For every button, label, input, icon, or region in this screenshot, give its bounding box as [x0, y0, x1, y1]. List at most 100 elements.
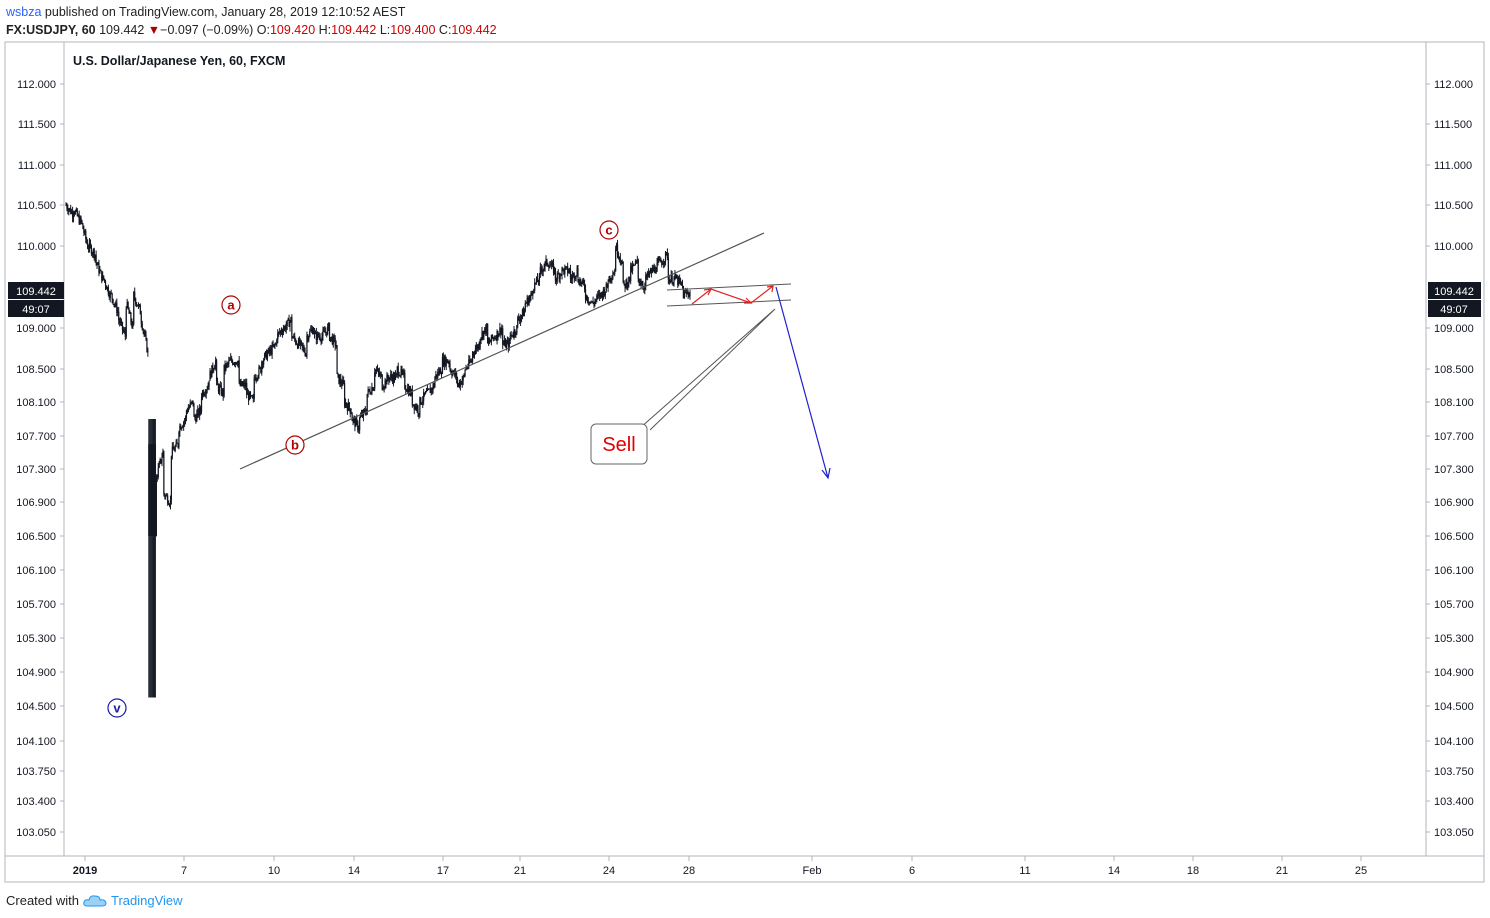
candle-body	[673, 277, 675, 283]
publisher-link[interactable]: wsbza	[6, 5, 42, 19]
candle-body	[315, 332, 317, 341]
channel-upper-line[interactable]	[666, 283, 792, 291]
candle-body	[656, 262, 658, 272]
y-tick-label-right: 111.000	[1434, 160, 1472, 172]
sell-callout[interactable]: Sell	[590, 308, 776, 465]
candle-body	[93, 249, 95, 258]
candle-body	[94, 254, 96, 258]
candle-body	[215, 360, 218, 382]
candle-body	[672, 282, 674, 284]
candle-body	[260, 367, 262, 373]
y-tick-label-left: 107.300	[16, 464, 56, 476]
candle-body	[186, 410, 189, 412]
candle-body	[163, 451, 165, 495]
candle-body	[593, 303, 595, 305]
candle-body	[455, 372, 458, 379]
candle-body	[503, 344, 505, 346]
trendline[interactable]	[239, 232, 765, 470]
candle-body	[382, 388, 384, 390]
candle-body	[480, 337, 482, 340]
candle-body	[303, 347, 305, 352]
candle-body	[134, 291, 136, 299]
candle-body	[203, 394, 205, 396]
candle-body	[357, 421, 359, 430]
candle-body	[397, 366, 399, 375]
candle-body	[438, 371, 440, 374]
candle-body	[669, 279, 671, 284]
candle-body	[547, 264, 549, 266]
candle-body	[179, 425, 181, 433]
candle-body	[251, 395, 253, 398]
candle-body	[102, 275, 104, 281]
tradingview-brand-link[interactable]: TradingView	[110, 893, 183, 908]
candle-body	[183, 422, 185, 427]
candle-body	[327, 323, 330, 327]
candle-body	[471, 352, 474, 362]
candle-body	[564, 267, 566, 274]
candle-body	[677, 276, 679, 285]
candle-body	[611, 278, 613, 280]
candle-body	[270, 348, 272, 355]
candle-body	[540, 266, 542, 270]
candle-body	[374, 372, 376, 389]
candle-body	[590, 301, 592, 303]
candle-body	[502, 328, 504, 345]
candle-body	[580, 280, 582, 284]
candle-body	[641, 284, 643, 286]
candle-body	[280, 330, 283, 333]
candle-body	[413, 404, 415, 410]
x-tick-label: 18	[1187, 865, 1199, 877]
candle-body	[219, 385, 221, 387]
candle-body	[424, 391, 427, 395]
projection-down-arrow[interactable]	[775, 286, 831, 480]
channel-lower-line[interactable]	[666, 299, 792, 307]
candle-body	[595, 299, 597, 302]
candle-body	[290, 317, 292, 322]
candle-body	[630, 265, 632, 281]
candle-body	[461, 380, 463, 385]
candle-body	[452, 372, 454, 376]
x-tick-label: 21	[1276, 865, 1288, 877]
x-tick-label: 7	[181, 865, 187, 877]
candle-body	[286, 320, 288, 326]
candle-body	[627, 283, 629, 288]
candle-body	[249, 392, 252, 396]
candle-body	[686, 292, 688, 294]
high-value: 109.442	[331, 23, 377, 37]
wave-labels: v a b c	[107, 220, 619, 718]
candle-body	[97, 263, 99, 266]
candle-body	[423, 392, 426, 395]
projection-up-arrows[interactable]	[691, 285, 774, 305]
candle-body	[248, 392, 251, 401]
candle-body	[525, 302, 527, 304]
candle-body	[376, 369, 379, 371]
candle-body	[454, 370, 456, 376]
candle-body	[285, 325, 287, 331]
candle-body	[553, 268, 556, 274]
candle-body	[284, 326, 286, 331]
candle-body	[605, 283, 607, 292]
candle-body	[544, 261, 546, 268]
candle-body	[433, 384, 435, 388]
candle-body	[110, 292, 112, 294]
y-tick-label-left: 104.100	[16, 736, 56, 748]
candle-body	[162, 451, 164, 458]
candle-body	[526, 297, 528, 303]
candle-body	[128, 308, 130, 314]
candle-body	[308, 336, 310, 340]
candle-body	[422, 400, 424, 404]
open-label: O:	[256, 23, 270, 37]
candle-body	[369, 390, 371, 394]
candle-body	[565, 266, 567, 268]
candle-body	[317, 333, 319, 337]
candle-body	[278, 331, 280, 333]
candle-body	[581, 281, 583, 284]
candle-body	[65, 205, 67, 206]
wave-label-circle	[285, 435, 305, 455]
candle-body	[554, 268, 557, 281]
candle-body	[231, 357, 233, 362]
chart-title: U.S. Dollar/Japanese Yen, 60, FXCM	[73, 54, 285, 68]
candle-body	[353, 418, 355, 420]
candle-body	[444, 356, 446, 366]
